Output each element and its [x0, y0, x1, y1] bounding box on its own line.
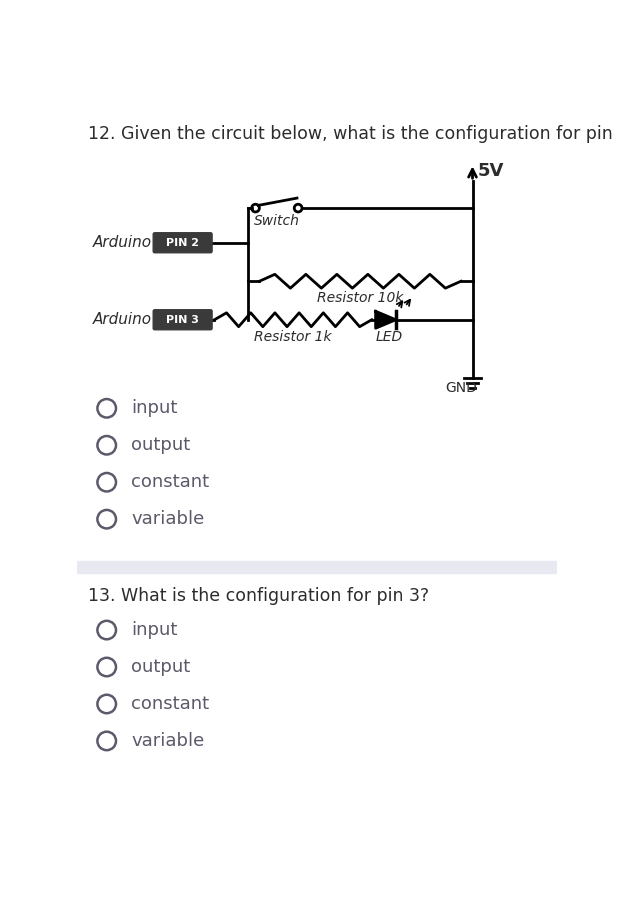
Text: input: input [132, 621, 178, 639]
Polygon shape [376, 311, 396, 328]
Text: Arduino: Arduino [93, 312, 151, 328]
Text: Switch: Switch [254, 214, 300, 229]
Text: variable: variable [132, 510, 205, 528]
Text: GND: GND [446, 381, 477, 394]
FancyBboxPatch shape [153, 233, 212, 253]
Text: 13. What is the configuration for pin 3?: 13. What is the configuration for pin 3? [88, 587, 430, 605]
Text: constant: constant [132, 473, 210, 491]
Text: PIN 3: PIN 3 [166, 315, 199, 325]
Text: 12. Given the circuit below, what is the configuration for pin 2?: 12. Given the circuit below, what is the… [88, 125, 618, 143]
Text: Resistor 1k: Resistor 1k [255, 329, 332, 344]
Text: variable: variable [132, 732, 205, 750]
Text: output: output [132, 658, 191, 676]
FancyBboxPatch shape [153, 310, 212, 329]
Text: 5V: 5V [477, 162, 504, 180]
Text: input: input [132, 400, 178, 418]
Text: Resistor 10k: Resistor 10k [317, 292, 404, 305]
Text: constant: constant [132, 695, 210, 713]
Text: PIN 2: PIN 2 [166, 238, 199, 248]
Text: output: output [132, 436, 191, 454]
Text: LED: LED [376, 329, 403, 344]
Text: Arduino: Arduino [93, 235, 151, 250]
